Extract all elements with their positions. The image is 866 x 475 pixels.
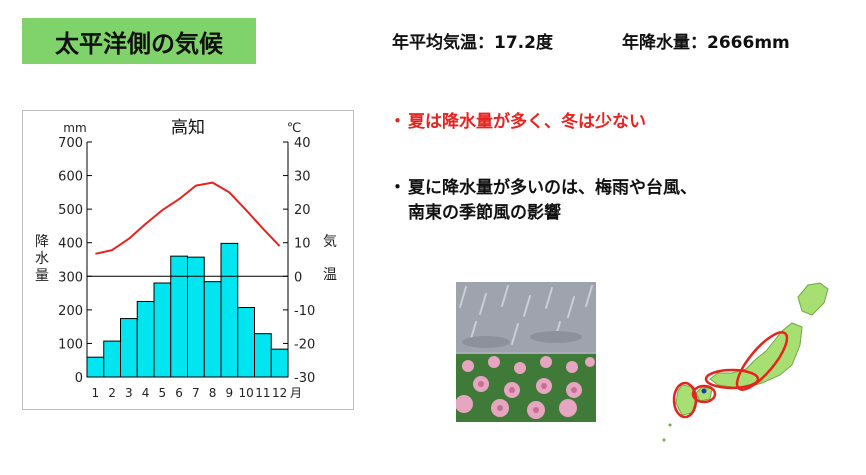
precipitation-bar	[254, 333, 272, 378]
right-tick-label: -20	[294, 337, 315, 352]
precipitation-bar	[86, 356, 105, 378]
left-tick-label: 300	[58, 270, 83, 285]
x-tick-label: 1	[92, 386, 100, 400]
right-tick-label: 10	[294, 237, 311, 252]
left-unit: mm	[63, 121, 86, 135]
left-tick-label: 0	[75, 371, 83, 386]
precipitation-bar	[170, 255, 188, 378]
precipitation-bar	[103, 340, 121, 378]
right-axis-label-char: 温	[323, 267, 337, 283]
x-axis-suffix: 月	[290, 386, 302, 400]
bullet-point-2: ・夏に降水量が多いのは、梅雨や台風、 南東の季節風の影響	[389, 176, 697, 226]
climate-chart-svg: 0 100 200 300 400 500 600 700 -30 -20 -10 0 10 20 30 40…	[35, 118, 337, 400]
right-tick-label: 30	[294, 170, 311, 185]
precipitation-bar	[120, 318, 138, 378]
right-tick-label: -30	[294, 371, 315, 386]
left-tick-label: 100	[58, 337, 83, 352]
left-axis-label-char: 降	[35, 234, 49, 250]
precipitation-bar	[187, 256, 205, 378]
precipitation-bar	[220, 242, 239, 378]
right-tick-label: 40	[294, 136, 311, 151]
left-tick-label: 600	[58, 170, 83, 185]
precipitation-bar	[153, 282, 172, 378]
x-tick-label: 12	[272, 386, 287, 400]
chart-title: 高知	[171, 118, 205, 138]
right-tick-label: -10	[294, 304, 315, 319]
x-tick-label: 5	[159, 386, 167, 400]
left-tick-label: 500	[58, 203, 83, 218]
x-tick-label: 10	[238, 386, 253, 400]
right-axis-label-char: 気	[323, 234, 337, 250]
bullet-text-2a: 夏に降水量が多いのは、梅雨や台風、	[408, 178, 697, 198]
right-tick-label: 20	[294, 203, 311, 218]
right-unit: ℃	[287, 121, 302, 136]
bullet-dot: ・	[389, 112, 406, 132]
left-axis-label-char: 量	[35, 268, 49, 284]
page-title: 太平洋側の気候	[22, 18, 256, 64]
x-tick-label: 11	[255, 386, 270, 400]
rainy-flower-field-image	[456, 282, 596, 422]
temperature-line	[95, 181, 281, 255]
x-tick-label: 4	[142, 386, 150, 400]
left-axis-label-char: 水	[35, 251, 49, 267]
bullet-text-2b: 南東の季節風の影響	[408, 203, 561, 223]
left-tick-label: 400	[58, 237, 83, 252]
precipitation-bar	[203, 281, 222, 378]
precipitation-bar	[136, 300, 155, 378]
annual-temperature: 年平均気温：17.2度	[392, 33, 553, 53]
precipitation-bar	[237, 307, 255, 378]
annual-precipitation: 年降水量：2666mm	[622, 33, 790, 53]
bullet-point-1: ・夏は降水量が多く、冬は少ない	[389, 110, 646, 135]
x-tick-label: 2	[108, 386, 116, 400]
japan-map-image	[652, 275, 852, 471]
x-tick-label: 8	[209, 386, 217, 400]
x-tick-label: 6	[175, 386, 183, 400]
precipitation-bar	[270, 348, 289, 378]
x-tick-label: 7	[192, 386, 200, 400]
bullet-text-1: 夏は降水量が多く、冬は少ない	[408, 112, 646, 132]
x-tick-label: 9	[226, 386, 234, 400]
left-tick-label: 200	[58, 304, 83, 319]
right-tick-label: 0	[294, 270, 302, 285]
climate-chart: 0 100 200 300 400 500 600 700 -30 -20 -10 0 10 20 30 40…	[22, 110, 354, 410]
bullet-dot: ・	[389, 178, 406, 198]
x-tick-label: 3	[125, 386, 133, 400]
left-tick-label: 700	[58, 136, 83, 151]
